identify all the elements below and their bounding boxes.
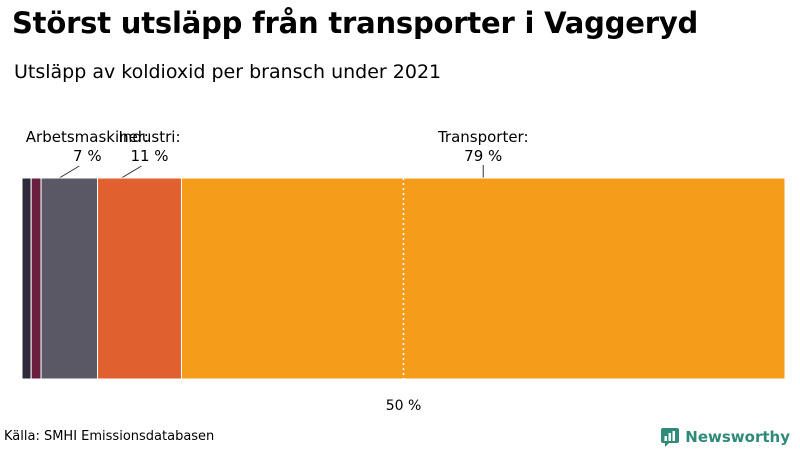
- bar-segment-segment-2: [30, 177, 42, 380]
- segment-labels: Arbetsmaskiner:7 % Industri:11 % Transport…: [26, 128, 529, 179]
- bar-segment-transporter: [180, 177, 786, 380]
- segment-label-transporter: Transporter:: [437, 128, 529, 146]
- segment-value-transporter: 79 %: [464, 147, 502, 165]
- bar-segment-industri: [97, 177, 182, 380]
- segment-value-industri: 11 %: [130, 147, 168, 165]
- source-note: Källa: SMHI Emissionsdatabasen: [4, 429, 215, 444]
- bar-segment-segment-1: [21, 177, 32, 380]
- segment-value-arbetsmaskiner: 7 %: [73, 147, 102, 165]
- bar-segment-arbetsmaskiner: [40, 177, 99, 380]
- brand-logo[interactable]: Newsworthy: [661, 427, 790, 447]
- leader-line-arbetsmaskiner: [59, 165, 80, 179]
- stacked-bar-chart: Arbetsmaskiner:7 % Industri:11 % Transport…: [21, 128, 786, 414]
- leader-line-industri: [121, 165, 142, 179]
- newsworthy-icon: [661, 428, 680, 447]
- reference-line-group: 50 %: [386, 178, 422, 414]
- reference-line-label: 50 %: [386, 398, 422, 414]
- segment-label-industri: Industri:: [118, 128, 180, 146]
- segment-label-arbetsmaskiner: Arbetsmaskiner:: [26, 128, 149, 146]
- chart-subtitle: Utsläpp av koldioxid per bransch under 2…: [14, 61, 442, 83]
- chart-title: Störst utsläpp från transporter i Vagger…: [12, 6, 699, 40]
- bar-segments: [21, 177, 786, 380]
- brand-name: Newsworthy: [685, 428, 790, 446]
